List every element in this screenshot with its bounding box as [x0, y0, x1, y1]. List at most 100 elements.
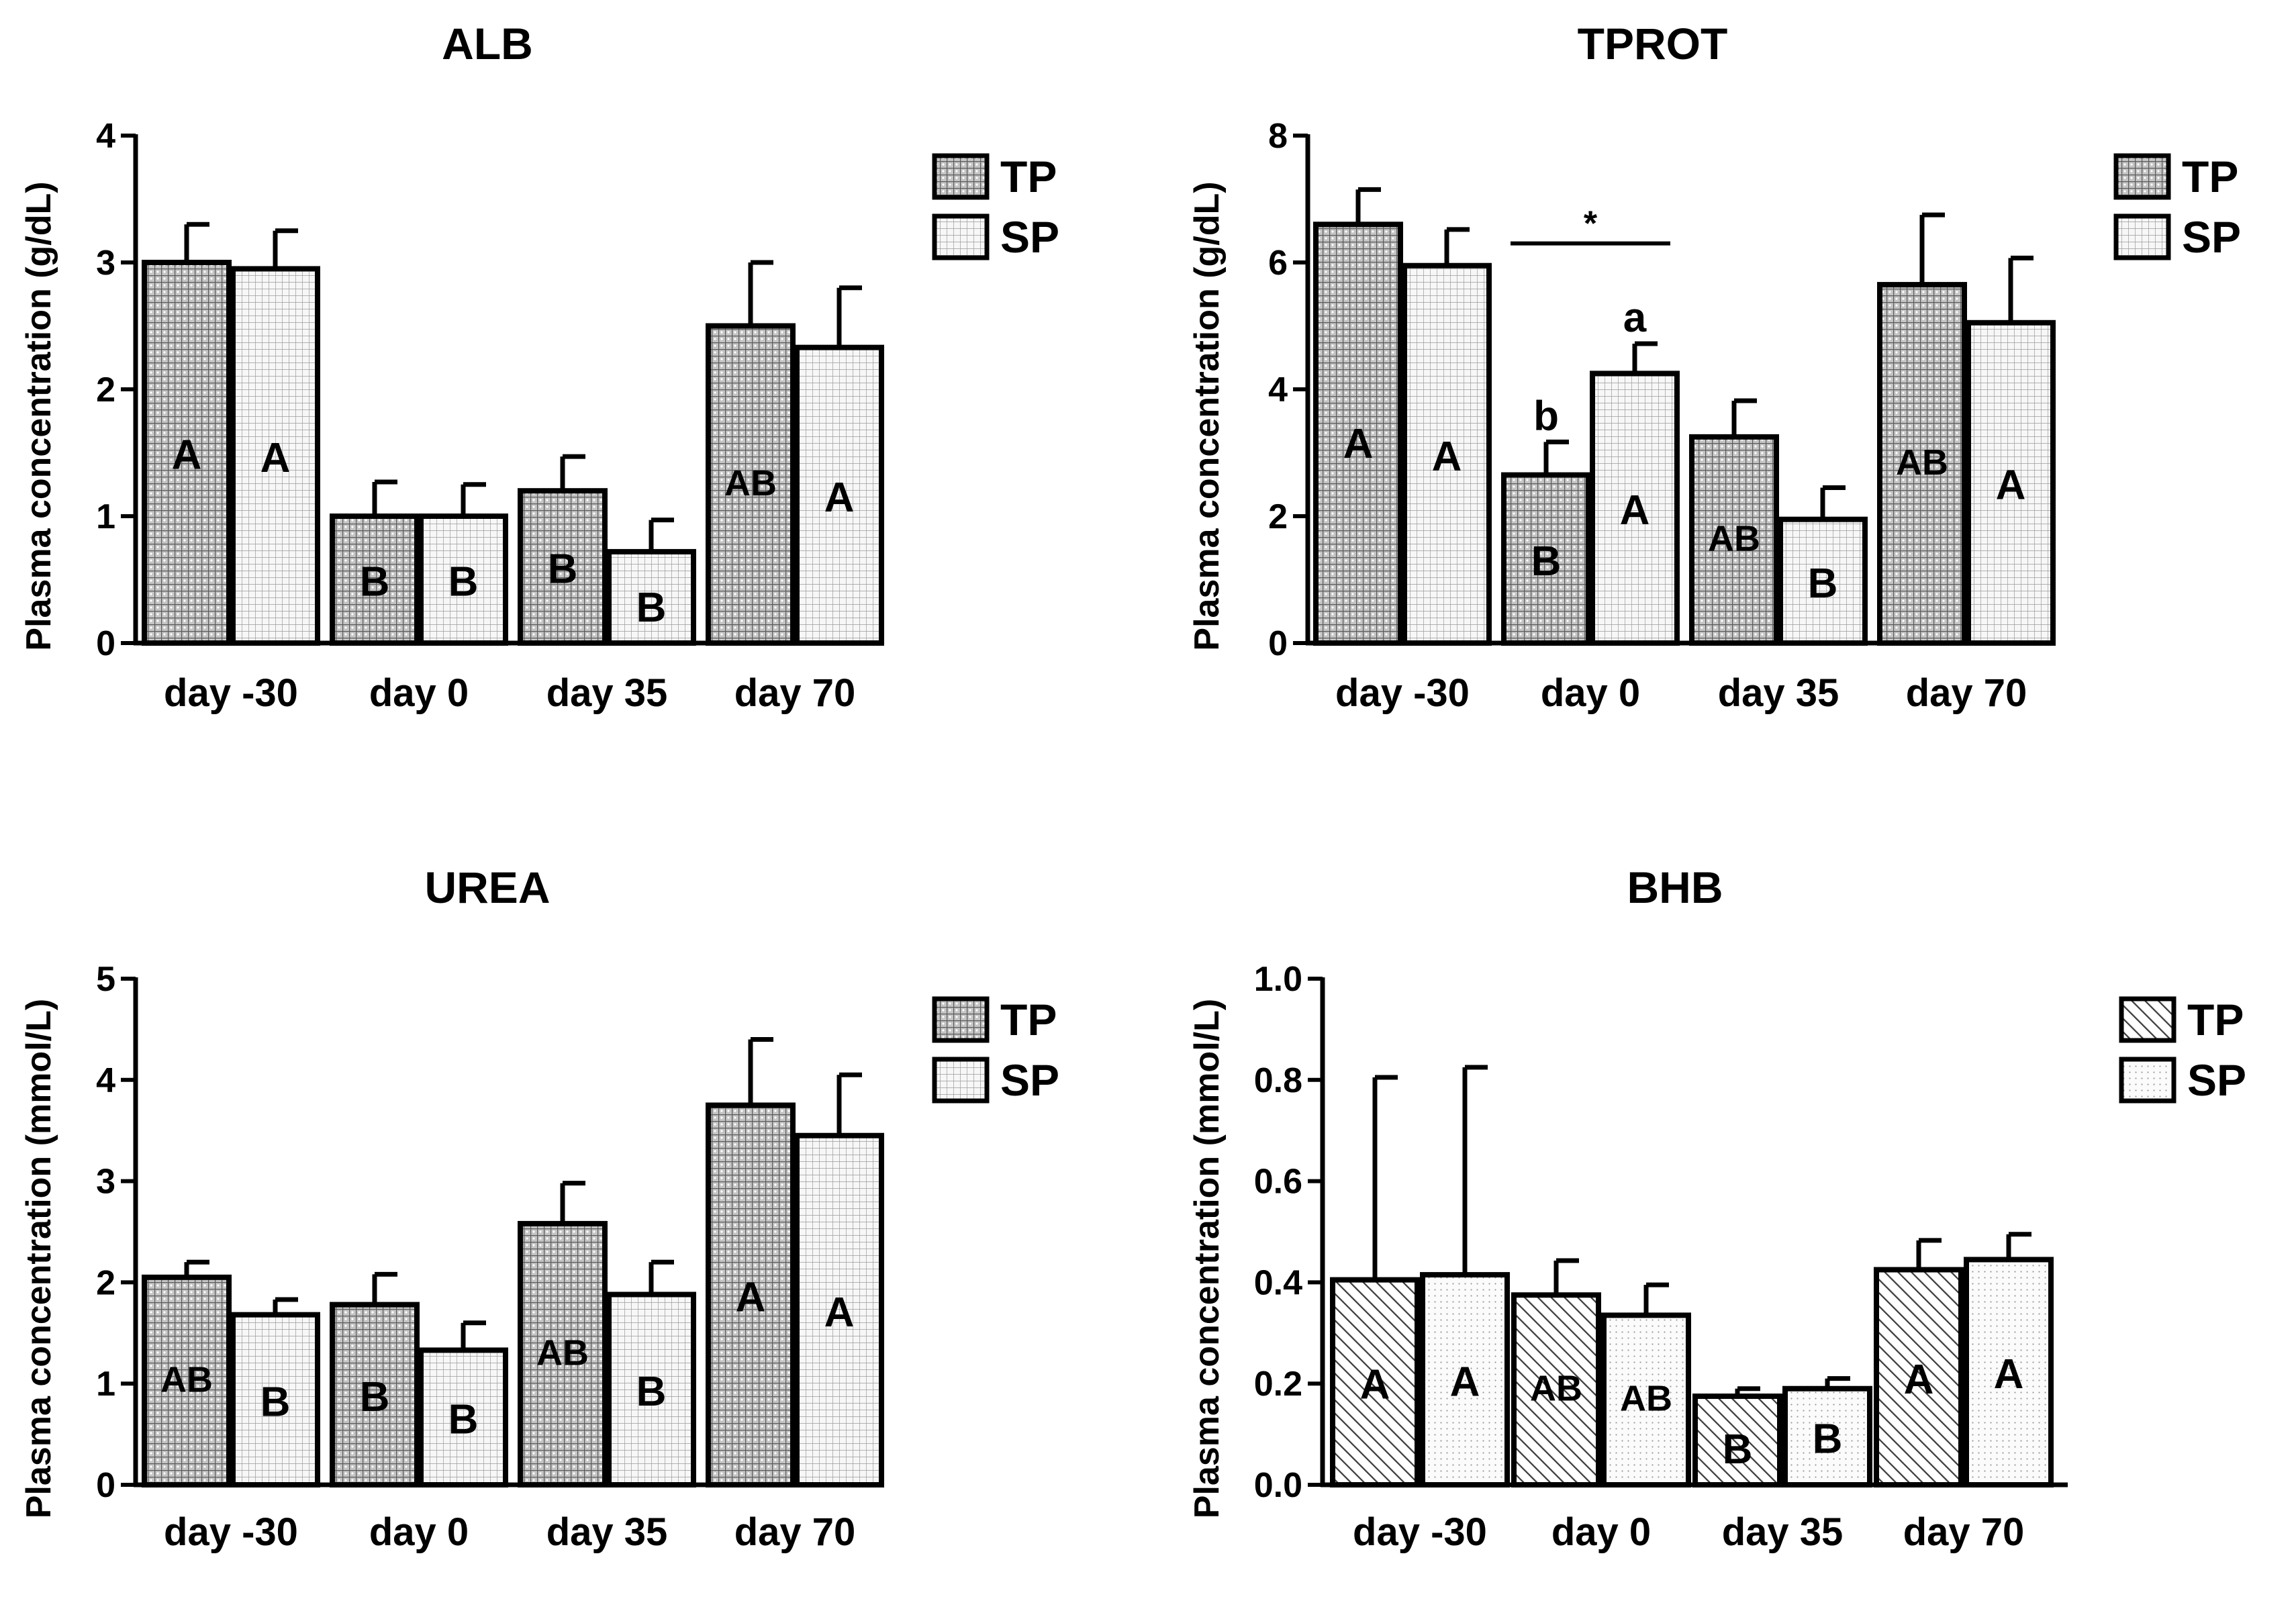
bar-tp [330, 1302, 420, 1488]
bar-letter: A [1360, 1361, 1390, 1408]
legend-swatch-sp [932, 1057, 990, 1104]
y-tick-label: 1 [96, 1365, 115, 1404]
bar-letter: B [1723, 1426, 1753, 1473]
x-tick-label: day 70 [1903, 1510, 2025, 1554]
bar-tp [1874, 1267, 1964, 1488]
bar-letter: B [260, 1379, 291, 1425]
legend: TP SP [2119, 995, 2246, 1105]
y-tick-label: 1 [96, 497, 115, 536]
legend-label-tp: TP [1000, 152, 1057, 201]
bar-letter: AB [1708, 518, 1760, 558]
y-tick-label: 0.4 [1254, 1263, 1302, 1302]
y-axis-label: Plasma concentration (g/dL) [19, 181, 58, 650]
y-axis-label: Plasma concentration (mmol/L) [1188, 999, 1227, 1518]
legend-label-tp: TP [1000, 995, 1057, 1044]
bar-letter: B [360, 1374, 390, 1420]
bar-sp [1782, 1385, 1872, 1487]
y-tick-label: 0.6 [1254, 1163, 1302, 1202]
y-tick-label: 3 [96, 244, 115, 283]
x-tick-label: day 70 [734, 1510, 856, 1554]
bar-letter: A [1994, 1351, 2024, 1398]
y-tick-label: 4 [96, 1061, 115, 1100]
x-tick-label: day 0 [369, 671, 469, 715]
y-tick-label: 3 [96, 1163, 115, 1202]
bar-sp [794, 344, 884, 646]
y-tick-label: 2 [96, 1263, 115, 1302]
bar-sp [794, 1132, 884, 1487]
legend-label-sp: SP [2187, 1055, 2246, 1105]
significance-letter: b [1533, 393, 1559, 439]
bar-letter: A [1432, 434, 1462, 480]
bar-letter: B [448, 559, 479, 605]
legend-swatch-tp [2113, 153, 2171, 200]
legend-label-sp: SP [1000, 1055, 1059, 1105]
bar-sp [1964, 1257, 2054, 1487]
bar-letter: B [1813, 1416, 1843, 1462]
bar-letter: A [1620, 487, 1650, 534]
bar-sp [1590, 371, 1680, 646]
chart-title: UREA [424, 863, 550, 912]
chart-title: ALB [442, 19, 533, 68]
bar-sp [606, 548, 696, 646]
bar-letter: AB [1530, 1369, 1582, 1409]
legend-label-tp: TP [2187, 995, 2244, 1044]
bar-letter: A [172, 432, 202, 479]
bar-letter: A [1996, 462, 2026, 508]
bar-sp [1778, 516, 1868, 646]
y-tick-label: 2 [96, 371, 115, 409]
bar-sp [1601, 1312, 1691, 1488]
bar-letter: A [736, 1274, 766, 1320]
bar-letter: AB [160, 1359, 213, 1400]
bar-letter: B [548, 546, 578, 593]
bar-letter: AB [1620, 1379, 1672, 1419]
bar-tp [1877, 282, 1967, 646]
chart-title: BHB [1627, 863, 1723, 912]
bar-tp [142, 1274, 232, 1487]
bar-sp [1966, 320, 2056, 646]
bar-tp [706, 323, 796, 646]
bar-letter: B [636, 585, 667, 631]
y-tick-label: 4 [1268, 371, 1288, 409]
legend: TP SP [2113, 152, 2241, 262]
y-axis-label: Plasma concentration (mmol/L) [19, 999, 58, 1518]
bar-tp [142, 260, 232, 646]
bar-tp [1689, 434, 1779, 646]
panel-urea: UREA Plasma concentration (mmol/L) 0 1 2 3 4 5 A… [19, 863, 1059, 1554]
x-tick-label: day 35 [546, 671, 668, 715]
x-tick-label: day 35 [1722, 1510, 1844, 1554]
bar-sp [606, 1291, 696, 1487]
x-tick-label: day 0 [1541, 671, 1640, 715]
bar-letter: A [260, 435, 291, 481]
x-tick-label: day -30 [1335, 671, 1470, 715]
bar-tp [1313, 222, 1403, 646]
y-tick-label: 8 [1268, 117, 1288, 156]
bar-letter: A [824, 475, 855, 521]
bar-letter: B [1808, 560, 1838, 607]
bar-tp [1511, 1292, 1601, 1487]
bar-tp [1501, 472, 1591, 646]
x-tick-label: day 35 [546, 1510, 668, 1554]
bar-sp [418, 1347, 508, 1488]
bar-tp [1330, 1277, 1420, 1487]
legend-swatch-sp [932, 213, 990, 260]
y-tick-label: 0.2 [1254, 1365, 1302, 1404]
bar-letter: A [824, 1289, 855, 1336]
y-tick-label: 2 [1268, 497, 1288, 536]
y-tick-label: 6 [1268, 244, 1288, 283]
x-tick-label: day 35 [1718, 671, 1839, 715]
x-tick-label: day -30 [164, 671, 298, 715]
legend: TP SP [932, 995, 1059, 1105]
legend-label-sp: SP [1000, 212, 1059, 262]
x-tick-label: day 70 [1906, 671, 2027, 715]
bar-letter: AB [536, 1332, 589, 1373]
significance-star: * [1584, 205, 1598, 244]
y-tick-label: 1.0 [1254, 960, 1302, 999]
bar-tp [518, 1220, 608, 1488]
legend-swatch-tp [932, 153, 990, 200]
bar-sp [230, 266, 320, 646]
x-tick-label: day 0 [369, 1510, 469, 1554]
bar-sp [230, 1312, 320, 1487]
y-tick-label: 0.8 [1254, 1061, 1302, 1100]
x-tick-label: day -30 [1353, 1510, 1487, 1554]
